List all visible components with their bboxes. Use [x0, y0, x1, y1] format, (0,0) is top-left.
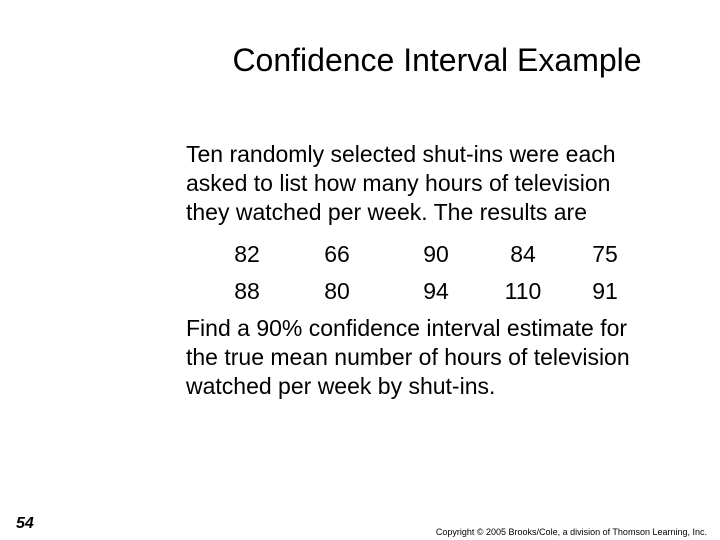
intro-line: asked to list how many hours of televisi…	[186, 170, 611, 196]
page-number: 54	[16, 515, 34, 532]
data-value: 80	[324, 278, 350, 304]
data-row: 82 66 90 84 75	[0, 240, 720, 269]
copyright-notice: Copyright © 2005 Brooks/Cole, a division…	[435, 527, 707, 537]
data-value: 82	[234, 241, 260, 267]
data-row: 88 80 94 110 91	[0, 277, 720, 306]
data-value: 66	[324, 241, 350, 267]
data-value: 88	[234, 278, 260, 304]
data-value: 110	[504, 278, 542, 304]
problem-question: Find a 90% confidence interval estimate …	[186, 314, 630, 401]
slide-title: Confidence Interval Example	[232, 42, 642, 78]
data-value: 94	[423, 278, 449, 304]
data-value: 90	[423, 241, 449, 267]
intro-line: Ten randomly selected shut-ins were each	[186, 141, 616, 167]
intro-line: they watched per week. The results are	[186, 199, 588, 225]
data-value: 84	[510, 241, 536, 267]
question-line: the true mean number of hours of televis…	[186, 344, 630, 370]
question-line: watched per week by shut-ins.	[186, 373, 496, 399]
data-value: 75	[592, 241, 618, 267]
question-line: Find a 90% confidence interval estimate …	[186, 315, 628, 341]
problem-intro: Ten randomly selected shut-ins were each…	[186, 140, 616, 227]
data-value: 91	[592, 278, 618, 304]
